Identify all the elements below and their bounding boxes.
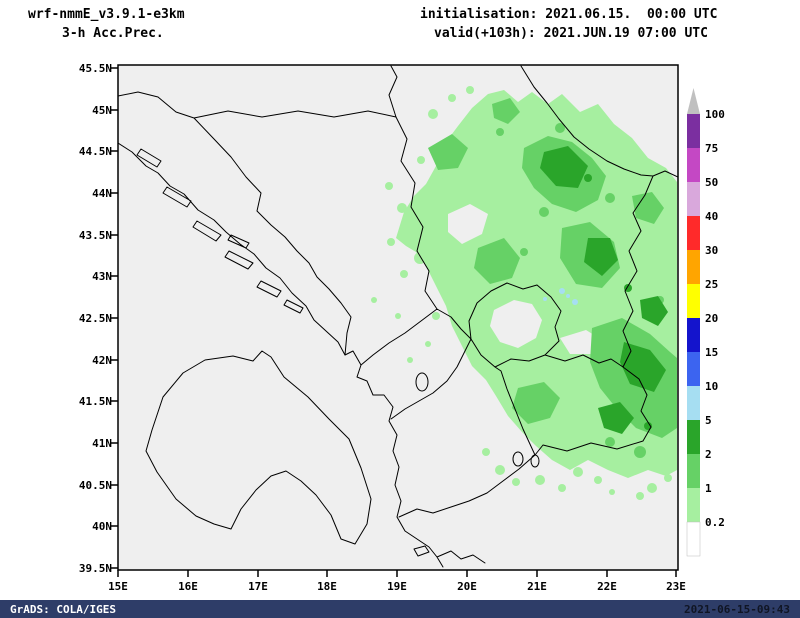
colorbar-segment: [687, 284, 700, 318]
product-title: 3-h Acc.Prec.: [62, 26, 164, 41]
colorbar-label: 50: [705, 176, 718, 189]
lat-label: 39.5N: [79, 562, 112, 575]
colorbar-label: 0.2: [705, 516, 725, 529]
render-timestamp: 2021-06-15-09:43: [684, 602, 790, 616]
colorbar-label: 75: [705, 142, 718, 155]
lakes-outline-path: [415, 372, 540, 468]
adriatic-coastline-path: [118, 142, 486, 568]
colorbar-label: 25: [705, 278, 718, 291]
precip-dark-layer: [540, 146, 668, 434]
colorbar-segment: [686, 521, 701, 557]
colorbar-segment: [687, 488, 700, 522]
lat-label: 40N: [92, 520, 112, 533]
lon-ticks: [117, 570, 677, 577]
lon-label: 17E: [248, 580, 268, 593]
colorbar-segment: [687, 454, 700, 488]
lat-ticks: [111, 67, 118, 569]
colorbar-segment: [687, 114, 700, 148]
lat-label: 42N: [92, 354, 112, 367]
lat-label: 42.5N: [79, 312, 112, 325]
lat-label: 41.5N: [79, 395, 112, 408]
colorbar-segment: [687, 216, 700, 250]
footer-bar: GrADS: COLA/IGES 2021-06-15-09:43: [0, 600, 800, 618]
lon-label: 16E: [178, 580, 198, 593]
lat-label: 45N: [92, 104, 112, 117]
init-time-label: initialisation: 2021.06.15. 00:00 UTC: [420, 7, 718, 22]
lon-label: 22E: [597, 580, 617, 593]
lon-label: 21E: [527, 580, 547, 593]
country-borders-path: [118, 65, 678, 518]
colorbar-label: 10: [705, 380, 718, 393]
lon-label: 20E: [457, 580, 477, 593]
colorbar-segment: [687, 182, 700, 216]
lon-label: 23E: [666, 580, 686, 593]
italy-coastline-path: [145, 350, 372, 545]
lat-label: 40.5N: [79, 479, 112, 492]
colorbar-segment: [687, 148, 700, 182]
grads-credit: GrADS: COLA/IGES: [10, 602, 116, 616]
lon-label: 19E: [387, 580, 407, 593]
colorbar-segment: [687, 250, 700, 284]
colorbar-segment: [687, 352, 700, 386]
colorbar-label: 100: [705, 108, 725, 121]
colorbar: 100 75 50 40 30 25 20 15 10 5 2 1 0.2: [686, 88, 725, 557]
lat-label: 43N: [92, 270, 112, 283]
model-title: wrf-nmmE_v3.9.1-e3km: [28, 7, 185, 22]
lat-label: 44N: [92, 187, 112, 200]
lat-label: 43.5N: [79, 229, 112, 242]
colorbar-segment: [687, 420, 700, 454]
precip-blue-specks: [543, 288, 578, 305]
colorbar-label: 40: [705, 210, 718, 223]
lon-label: 15E: [108, 580, 128, 593]
colorbar-segment: [687, 318, 700, 352]
lon-label: 18E: [317, 580, 337, 593]
precip-holes: [448, 204, 602, 354]
map-canvas: 45.5N 45N 44.5N 44N 43.5N 43N 42.5N 42N …: [79, 62, 725, 593]
colorbar-label: 1: [705, 482, 712, 495]
colorbar-segment: [687, 386, 700, 420]
valid-time-label: valid(+103h): 2021.JUN.19 07:00 UTC: [434, 26, 708, 41]
colorbar-label: 15: [705, 346, 718, 359]
colorbar-overflow-arrow: [687, 88, 700, 114]
colorbar-label: 30: [705, 244, 718, 257]
colorbar-label: 5: [705, 414, 712, 427]
lat-label: 41N: [92, 437, 112, 450]
lat-label: 45.5N: [79, 62, 112, 75]
colorbar-label: 2: [705, 448, 712, 461]
lat-label: 44.5N: [79, 145, 112, 158]
colorbar-label: 20: [705, 312, 718, 325]
